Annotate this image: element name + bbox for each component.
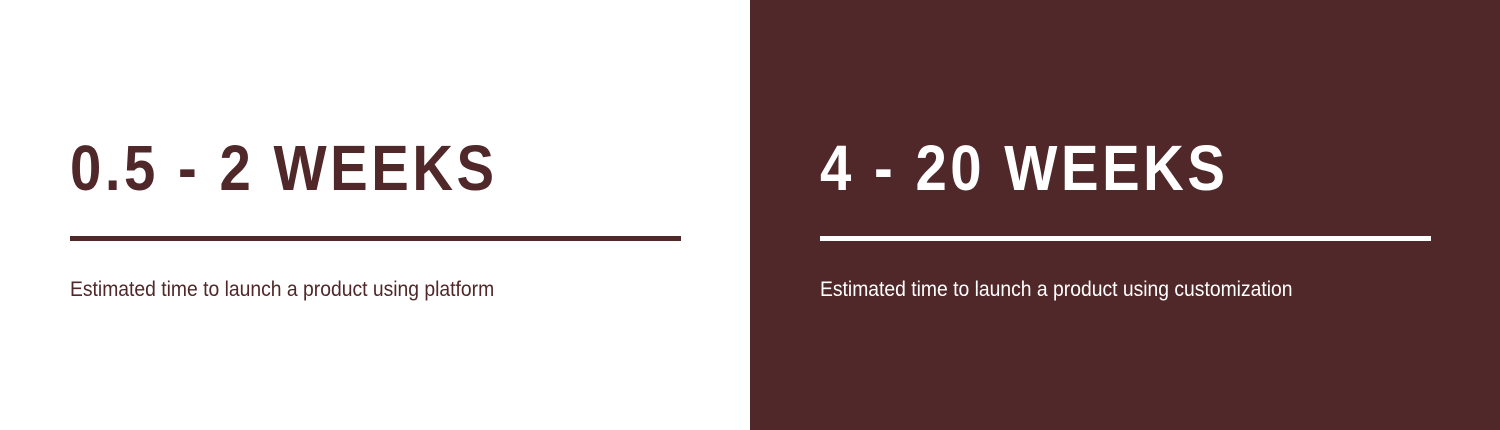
customization-panel: 4 - 20 WEEKS Estimated time to launch a … xyxy=(750,0,1500,430)
platform-caption: Estimated time to launch a product using… xyxy=(70,278,495,301)
customization-divider xyxy=(820,236,1431,241)
platform-panel: 0.5 - 2 WEEKS Estimated time to launch a… xyxy=(70,132,681,301)
platform-duration-heading: 0.5 - 2 WEEKS xyxy=(70,132,498,204)
customization-duration-heading: 4 - 20 WEEKS xyxy=(820,132,1229,204)
platform-divider xyxy=(70,236,681,241)
customization-caption: Estimated time to launch a product using… xyxy=(820,278,1293,301)
